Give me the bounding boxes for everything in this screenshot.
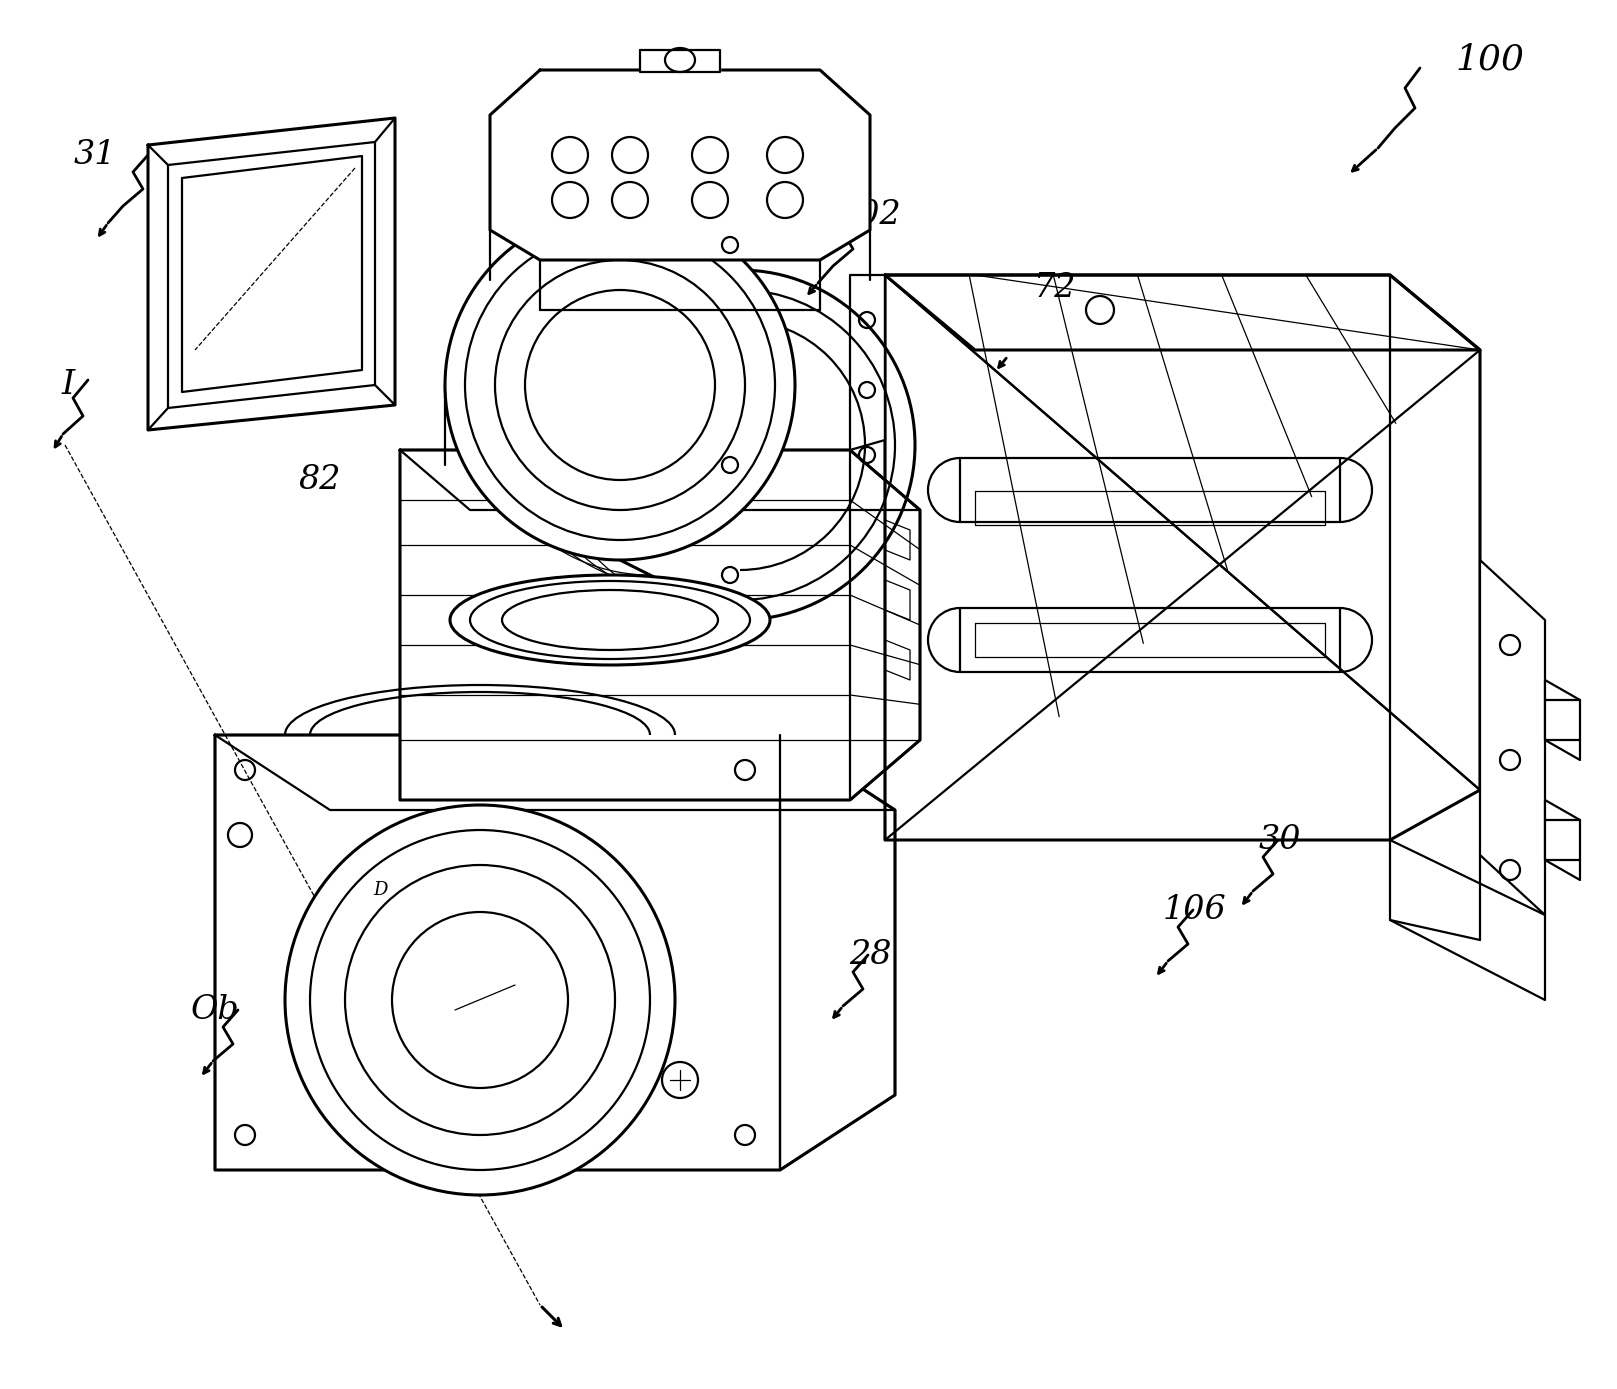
- Text: 72: 72: [1033, 272, 1077, 304]
- Ellipse shape: [285, 806, 674, 1195]
- Text: 82: 82: [299, 464, 341, 496]
- Polygon shape: [1391, 840, 1544, 1000]
- Polygon shape: [215, 735, 894, 810]
- Polygon shape: [779, 735, 894, 1170]
- Polygon shape: [884, 275, 1480, 840]
- Text: Ob: Ob: [191, 995, 239, 1026]
- Polygon shape: [490, 69, 870, 260]
- Polygon shape: [149, 118, 395, 431]
- Polygon shape: [1480, 560, 1544, 915]
- Polygon shape: [215, 735, 894, 1170]
- Text: 100: 100: [1455, 43, 1525, 76]
- Text: D: D: [374, 881, 386, 899]
- Text: 31: 31: [74, 139, 116, 171]
- Polygon shape: [640, 50, 720, 72]
- Polygon shape: [851, 275, 884, 450]
- Ellipse shape: [445, 210, 796, 560]
- Polygon shape: [1544, 681, 1580, 760]
- Text: 30: 30: [1258, 824, 1302, 856]
- Text: 28: 28: [849, 939, 891, 971]
- Text: 106: 106: [1163, 895, 1227, 926]
- Polygon shape: [851, 450, 920, 800]
- Text: 102: 102: [838, 199, 902, 231]
- Text: I: I: [61, 369, 74, 401]
- Polygon shape: [884, 275, 1480, 350]
- Polygon shape: [1544, 800, 1580, 881]
- Polygon shape: [399, 450, 920, 510]
- Ellipse shape: [450, 575, 770, 665]
- Polygon shape: [399, 450, 920, 800]
